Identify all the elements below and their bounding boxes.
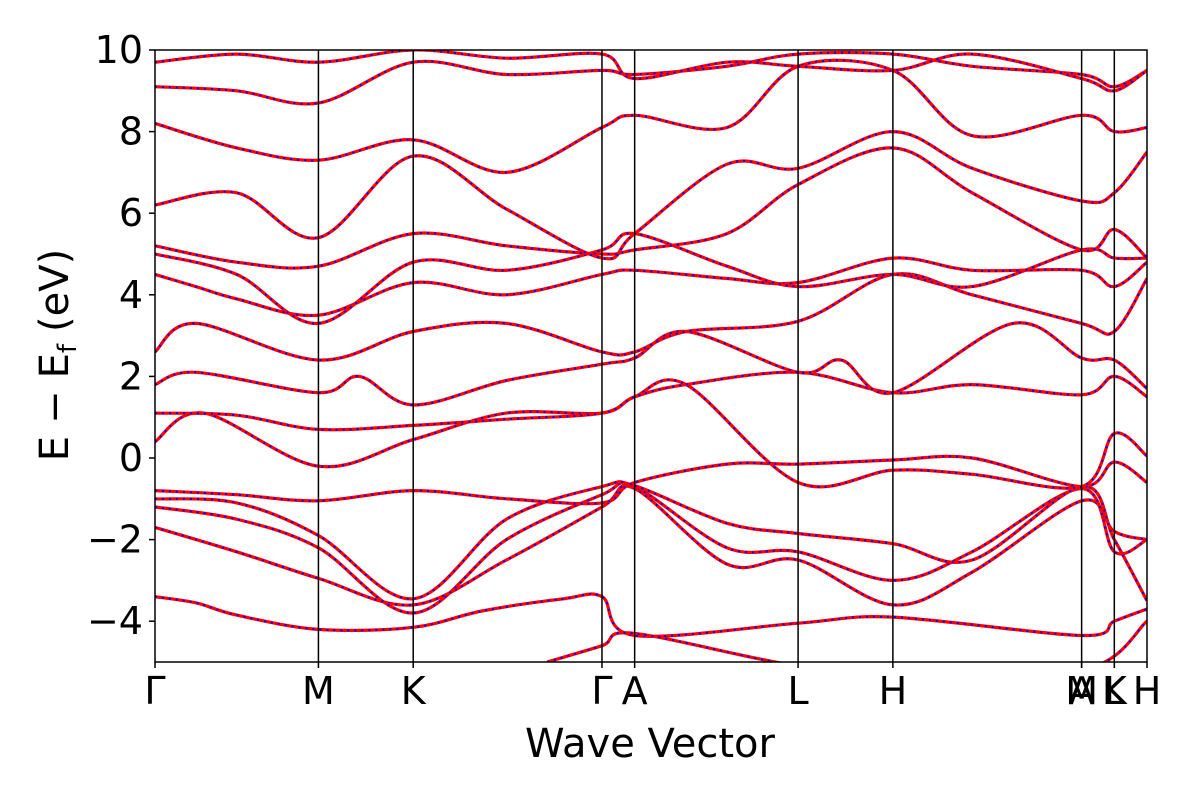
x-tick-label-6: H	[879, 669, 908, 713]
band-line-7	[155, 321, 1147, 407]
y-axis-label: E−Ef(eV)	[32, 249, 83, 461]
band-line-1	[155, 484, 1147, 607]
y-tick-label-3: 2	[119, 354, 143, 398]
band-line-0	[155, 592, 1147, 638]
y-tick-label-6: 8	[119, 110, 143, 154]
band-line-dashed-16	[546, 620, 1147, 662]
band-line-12	[155, 129, 1147, 261]
band-line-dashed-5	[155, 378, 1147, 490]
x-tick-label-9: L	[1104, 669, 1125, 713]
y-tick-label-5: 6	[119, 191, 143, 235]
band-line-dashed-4	[155, 455, 1147, 505]
x-tick-label-7: A	[1069, 669, 1095, 713]
plot-frame	[154, 49, 1148, 663]
x-tick-label-1: M	[302, 669, 335, 713]
band-line-dashed-0	[155, 593, 1147, 638]
band-line-dashed-13	[155, 59, 1147, 174]
x-tick-label-5: L	[787, 669, 808, 713]
x-axis-ticks: Γ M K Γ A L H AM LK H	[144, 662, 1161, 713]
y-axis-ticks: −4 −2 0 2 4 6 8 10	[87, 28, 155, 643]
band-line-11	[155, 146, 1147, 270]
x-tick-label-11: H	[1133, 669, 1162, 713]
band-line-dashed-11	[155, 146, 1147, 270]
band-line-3	[155, 480, 1147, 602]
x-tick-label-3: Γ	[591, 669, 612, 713]
band-line-16	[546, 619, 1147, 662]
band-line-6	[155, 370, 1147, 432]
x-tick-label-4: A	[622, 669, 648, 713]
band-line-5	[155, 378, 1147, 490]
band-line-dashed-12	[155, 130, 1147, 260]
x-tick-label-0: Γ	[144, 669, 165, 713]
x-axis-label: Wave Vector	[525, 721, 776, 767]
x-tick-label-2: K	[401, 669, 427, 713]
y-tick-label-1: −2	[87, 518, 143, 562]
band-line-15	[155, 50, 1147, 93]
x-tick-label-10: K	[1102, 669, 1128, 713]
y-tick-label-2: 0	[119, 436, 143, 480]
band-line-dashed-10	[155, 232, 1147, 325]
band-line-dashed-6	[155, 371, 1147, 431]
band-line-2	[155, 481, 1147, 615]
y-tick-label-4: 4	[119, 273, 143, 317]
y-tick-label-7: 10	[95, 28, 143, 72]
bands-layer	[155, 50, 1147, 662]
y-tick-label-0: −4	[87, 599, 143, 643]
kpoint-lines-layer	[317, 50, 1116, 662]
x-tick-label-8: M	[1065, 669, 1098, 713]
band-line-8	[155, 272, 1147, 362]
